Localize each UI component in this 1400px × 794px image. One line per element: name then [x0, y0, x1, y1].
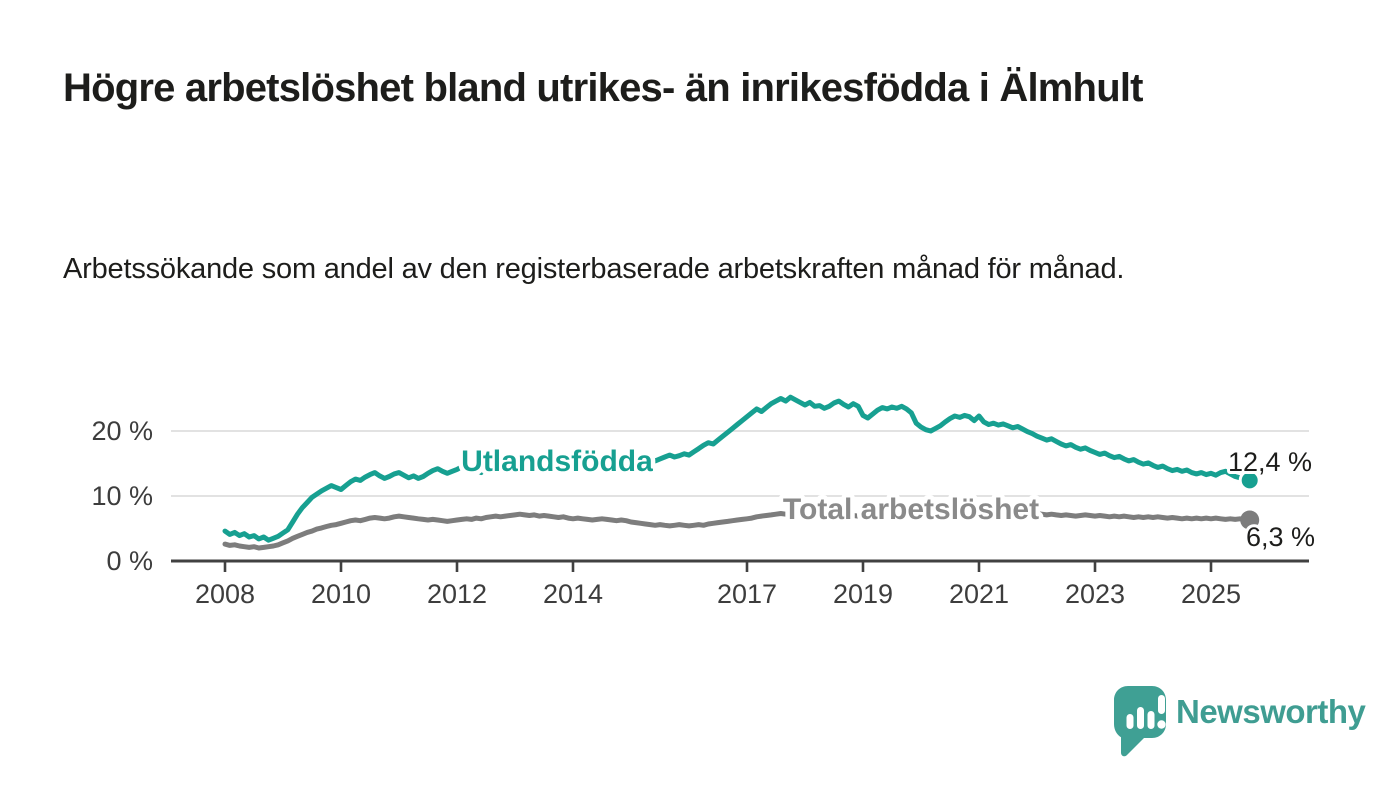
chart-labels-group: Utlandsfödda Total arbetslöshet 12,4 % 6…: [457, 441, 1318, 556]
series-label-utlandsfodda: Utlandsfödda: [461, 445, 653, 478]
end-value-label-total-arbetsloshet: 6,3 %: [1246, 522, 1315, 552]
series-line-utlandsfodda: [222, 394, 1253, 543]
x-axis-tick-label: 2019: [833, 579, 893, 609]
x-axis-tick-label: 2014: [543, 579, 603, 609]
y-axis-tick-label: 0 %: [106, 546, 153, 576]
newsworthy-wordmark: Newsworthy: [1176, 693, 1367, 730]
y-axis-tick-label: 10 %: [91, 481, 153, 511]
series-end-dot-total-arbetsloshet: [1240, 510, 1260, 530]
x-axis-ticks-group: 2008 2010 2012 2014 2017 2019 2021 2023 2025: [195, 561, 1241, 609]
x-axis-tick-label: 2008: [195, 579, 255, 609]
y-axis-tick-label: 20 %: [91, 416, 153, 446]
page-subtitle: Arbetssökande som andel av den registerb…: [63, 253, 1125, 285]
x-axis-group: 2008 2010 2012 2014 2017 2019 2021 2023 2025: [171, 559, 1309, 609]
series-line-total-arbetsloshet: [222, 505, 1253, 551]
newsworthy-logo: Newsworthy: [1114, 686, 1367, 757]
x-axis-tick-label: 2025: [1181, 579, 1241, 609]
x-axis-tick-label: 2021: [949, 579, 1009, 609]
bar-chart-glyph-icon: [1126, 695, 1166, 729]
x-axis-tick-label: 2023: [1065, 579, 1125, 609]
series-end-dots-group: [1238, 469, 1261, 530]
end-value-label-utlandsfodda: 12,4 %: [1228, 447, 1312, 477]
x-axis-tick-label: 2010: [311, 579, 371, 609]
series-label-total-arbetsloshet: Total arbetslöshet: [783, 493, 1039, 526]
series-end-dot-utlandsfodda: [1238, 469, 1261, 492]
series-lines-group: [222, 394, 1253, 551]
x-axis-tick-label: 2017: [717, 579, 777, 609]
gridlines-group: 0 % 10 % 20 %: [91, 416, 1309, 576]
page-title: Högre arbetslöshet bland utrikes- än inr…: [63, 66, 1143, 110]
x-axis-tick-label: 2012: [427, 579, 487, 609]
